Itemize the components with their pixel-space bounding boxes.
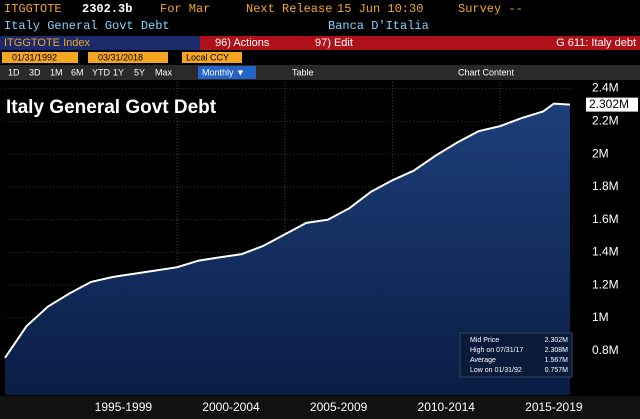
- legend-label: Low on 01/31/92: [470, 367, 522, 374]
- currency[interactable]: Local CCY: [186, 52, 229, 62]
- last-price-label: 2.302M: [589, 97, 629, 111]
- range-button[interactable]: 3D: [29, 67, 41, 77]
- period: For Mar: [160, 2, 210, 16]
- legend-value: 1.567M: [545, 357, 569, 364]
- y-tick-label: 1.6M: [592, 212, 619, 226]
- source: Banca D'Italia: [328, 19, 429, 33]
- line: [4, 102, 571, 359]
- y-tick-label: 1.2M: [592, 277, 619, 291]
- actions[interactable]: 96) Actions: [215, 37, 270, 49]
- range-button[interactable]: Max: [155, 67, 173, 77]
- x-tick-label: 2010-2014: [418, 400, 476, 414]
- legend-value: 0.757M: [545, 367, 569, 374]
- end-date[interactable]: 03/31/2018: [98, 52, 143, 62]
- release-time: 15 Jun 10:30: [337, 2, 423, 16]
- chart-title: Italy General Govt Debt: [6, 97, 217, 118]
- y-tick-label: 1.4M: [592, 245, 619, 259]
- legend-box: [459, 332, 573, 378]
- menu-bar: [200, 36, 640, 50]
- legend-label: Average: [470, 357, 496, 364]
- page: G 611: Italy debt: [556, 37, 636, 49]
- frequency-box[interactable]: [198, 66, 256, 79]
- start-box[interactable]: [2, 52, 78, 63]
- range-button[interactable]: 1Y: [113, 67, 124, 77]
- range-button[interactable]: 1D: [8, 67, 20, 77]
- last-price-tag: [586, 97, 638, 112]
- range-button[interactable]: 6M: [71, 67, 84, 77]
- y-tick-label: 2.4M: [592, 81, 619, 95]
- release-label: Next Release: [246, 2, 332, 16]
- range-button[interactable]: 1M: [50, 67, 63, 77]
- legend-value: 2.302M: [545, 337, 569, 344]
- ticker: ITGGTOTE: [4, 2, 62, 16]
- range-button[interactable]: YTD: [92, 67, 111, 77]
- legend-value: 2.308M: [545, 347, 569, 354]
- start-date[interactable]: 01/31/1992: [12, 52, 57, 62]
- currency-box[interactable]: [182, 52, 242, 63]
- x-tick-label: 2005-2009: [310, 400, 368, 414]
- y-tick-label: 2M: [592, 146, 609, 160]
- x-tick-label: 1995-1999: [95, 400, 153, 414]
- name: Italy General Govt Debt: [4, 19, 170, 33]
- x-tick-label: 2000-2004: [202, 400, 260, 414]
- x-axis-bar: [0, 396, 640, 419]
- end-box[interactable]: [88, 52, 168, 63]
- edit[interactable]: 97) Edit: [315, 37, 353, 49]
- security-box[interactable]: [0, 36, 200, 50]
- last: 2302.3b: [82, 2, 132, 16]
- area: [5, 103, 570, 395]
- range-button[interactable]: 5Y: [134, 67, 145, 77]
- y-tick-label: 0.8M: [592, 343, 619, 357]
- x-tick-label: 2015-2019: [525, 400, 583, 414]
- frequency[interactable]: Monthly ▼: [202, 67, 245, 77]
- security[interactable]: ITGGTOTE Index: [4, 37, 90, 49]
- survey: Survey --: [458, 2, 523, 16]
- y-tick-label: 1M: [592, 310, 609, 324]
- range-bar: [0, 65, 640, 80]
- y-tick-label: 1.8M: [592, 179, 619, 193]
- legend-label: High on 07/31/17: [470, 347, 523, 354]
- chart-content[interactable]: Chart Content: [458, 67, 515, 77]
- legend-label: Mid Price: [470, 337, 499, 344]
- y-tick-label: 2.2M: [592, 114, 619, 128]
- table-button[interactable]: Table: [292, 67, 314, 77]
